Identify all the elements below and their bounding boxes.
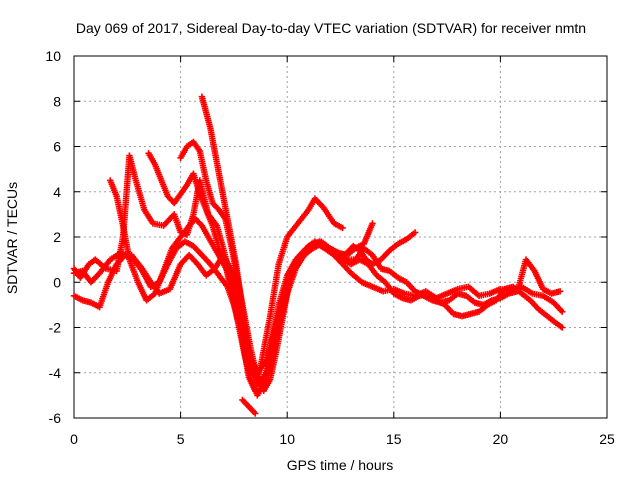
- data-series: [70, 238, 566, 376]
- y-tick-label: 0: [53, 274, 61, 290]
- y-tick-label: 2: [53, 229, 61, 245]
- y-tick-label: -6: [49, 410, 62, 426]
- x-tick-label: 15: [386, 431, 402, 447]
- y-tick-label: 6: [53, 139, 61, 155]
- data-point: [369, 220, 376, 227]
- x-axis-label: GPS time / hours: [287, 457, 394, 473]
- x-tick-label: 0: [70, 431, 78, 447]
- y-tick-label: 8: [53, 93, 61, 109]
- data-series: [239, 396, 259, 417]
- data-point: [559, 324, 566, 331]
- y-tick-label: -2: [49, 320, 62, 336]
- y-tick-label: 4: [53, 184, 61, 200]
- data-point: [411, 229, 419, 236]
- data-points: [70, 93, 566, 417]
- y-axis-label: SDTVAR / TECUs: [4, 182, 20, 294]
- data-point: [556, 288, 564, 295]
- data-series: [198, 93, 257, 372]
- data-point: [249, 365, 257, 372]
- chart-title: Day 069 of 2017, Sidereal Day-to-day VTE…: [76, 20, 586, 36]
- axis-ticks: 0 5 10 15 20 25 -6 -4 -2 0 2 4 6 8 10: [45, 48, 615, 447]
- y-tick-label: 10: [45, 48, 61, 64]
- x-tick-label: 20: [493, 431, 509, 447]
- data-series: [70, 238, 566, 390]
- data-point: [339, 224, 346, 232]
- data-point: [559, 308, 566, 315]
- x-tick-label: 25: [599, 431, 615, 447]
- y-tick-label: -4: [49, 365, 62, 381]
- data-point: [252, 410, 259, 417]
- x-tick-label: 5: [177, 431, 185, 447]
- x-tick-label: 10: [279, 431, 295, 447]
- grid: [74, 56, 607, 418]
